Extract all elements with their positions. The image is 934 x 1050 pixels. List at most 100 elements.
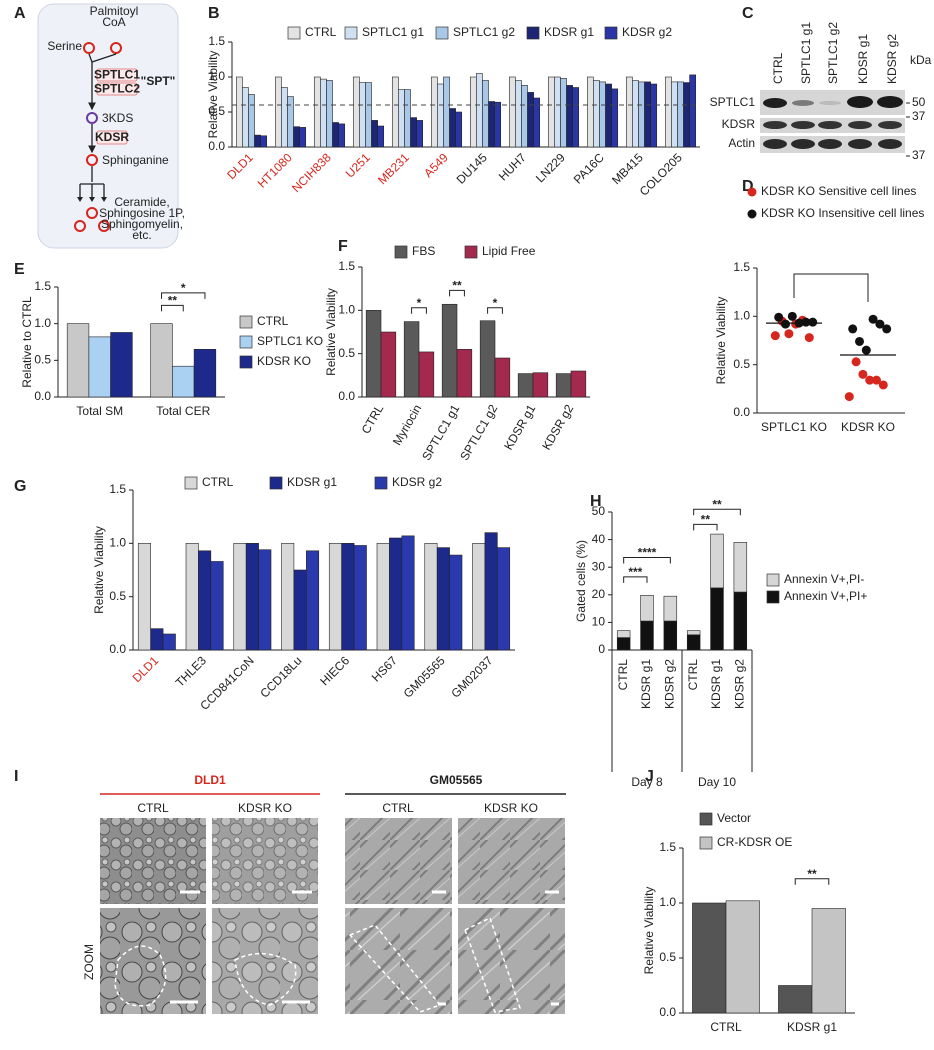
x-tick-label: HUH7: [496, 150, 529, 183]
bar: [692, 902, 727, 1014]
point: [858, 369, 868, 379]
legend-label: KDSR g2: [392, 475, 442, 489]
product-label: Sphingosine 1P,: [99, 206, 185, 220]
panel-label: B: [208, 5, 220, 22]
significance-bracket: [623, 557, 671, 564]
blot-band: [763, 98, 787, 108]
bar-segment: [733, 542, 748, 593]
micrograph: [458, 908, 565, 1014]
legend-label: SPTLC1 g1: [362, 25, 424, 39]
product-label: Sphingomyelin,: [101, 217, 183, 231]
significance-label: **: [807, 867, 817, 881]
panel-label: D: [742, 178, 754, 195]
micrograph: [345, 908, 452, 1014]
x-tick-label: MB415: [609, 150, 646, 187]
legend-label: FBS: [412, 244, 435, 258]
bar: [482, 80, 489, 148]
bar: [494, 357, 511, 398]
significance-bracket: [161, 292, 206, 299]
bar: [644, 81, 651, 148]
bar-segment: [640, 595, 654, 622]
bar: [245, 543, 259, 651]
x-tick-label: Total CER: [156, 404, 210, 418]
y-tick-label: 0.5: [659, 950, 676, 964]
group-label: Day 10: [698, 775, 736, 789]
bar: [281, 87, 288, 148]
bar: [472, 543, 486, 651]
bar: [353, 545, 367, 651]
bar: [391, 76, 399, 148]
panel-label: J: [645, 768, 654, 785]
blot-band: [818, 121, 842, 129]
y-tick-label: 40: [592, 532, 606, 546]
bar: [242, 87, 249, 148]
bar: [572, 87, 580, 148]
bar-segment: [663, 620, 678, 651]
bar: [313, 76, 321, 148]
legend-swatch: [699, 836, 713, 850]
point: [774, 312, 784, 322]
point: [804, 333, 814, 343]
marker-label: 37: [912, 148, 926, 162]
bar: [172, 365, 195, 398]
legend-label: KDSR g1: [287, 475, 337, 489]
x-tick-label: DU145: [454, 150, 491, 187]
significance-bracket: [411, 307, 427, 314]
bar: [365, 310, 382, 398]
y-tick-label: 1.5: [338, 259, 355, 273]
panel-label: A: [14, 5, 26, 22]
lane-label: CTRL: [771, 52, 785, 84]
y-tick-label: 0: [598, 642, 605, 656]
y-axis-label: Relative Viability: [714, 297, 728, 385]
bar: [193, 349, 217, 398]
bar: [560, 78, 567, 148]
significance-bracket: [693, 508, 741, 516]
legend-swatch: [239, 355, 253, 369]
x-tick-label: HS67: [369, 653, 400, 684]
bar: [683, 82, 690, 148]
metabolite-node: [83, 42, 95, 54]
bar: [281, 543, 295, 651]
blot-band: [818, 139, 842, 149]
row-label: ZOOM: [82, 944, 96, 980]
point: [882, 324, 892, 334]
bar: [638, 81, 645, 148]
legend-label: SPTLC1 g2: [453, 25, 515, 39]
bar: [650, 83, 658, 148]
legend-label: CTRL: [202, 475, 234, 489]
point: [787, 311, 797, 321]
y-tick-label: 1.0: [109, 536, 126, 550]
x-tick-label: KDSR KO: [841, 420, 895, 434]
legend-swatch: [394, 245, 408, 259]
substrate-label: CoA: [102, 15, 125, 29]
y-tick-label: 0.0: [34, 389, 51, 403]
bar: [293, 569, 307, 651]
x-tick-label: KDSR g2: [663, 659, 677, 709]
x-tick-label: CTRL: [686, 659, 700, 691]
bar-segment: [640, 620, 654, 651]
bar: [443, 76, 450, 148]
point: [851, 357, 861, 367]
bar: [599, 81, 606, 148]
y-tick-label: 1.5: [733, 260, 750, 274]
cell-outline: [464, 916, 521, 1013]
metabolite-label: 3KDS: [102, 111, 133, 125]
legend-label: CTRL: [305, 25, 337, 39]
condition-label: CTRL: [382, 801, 414, 815]
enzyme-label: SPTLC2: [94, 82, 140, 96]
lane-label: KDSR g1: [856, 34, 870, 84]
bar: [664, 76, 672, 148]
bar: [488, 101, 495, 148]
bar: [554, 76, 561, 148]
bar: [258, 549, 272, 651]
bar: [352, 76, 360, 148]
y-tick-label: 0.0: [733, 405, 750, 419]
bar: [632, 80, 639, 148]
condition-label: CTRL: [137, 801, 169, 815]
enzyme-box: [96, 130, 128, 145]
micrograph: [212, 908, 318, 1014]
y-tick-label: 0.0: [208, 139, 225, 153]
blot-band: [763, 121, 787, 129]
significance-label: ****: [638, 546, 657, 560]
significance-label: *: [417, 296, 422, 310]
